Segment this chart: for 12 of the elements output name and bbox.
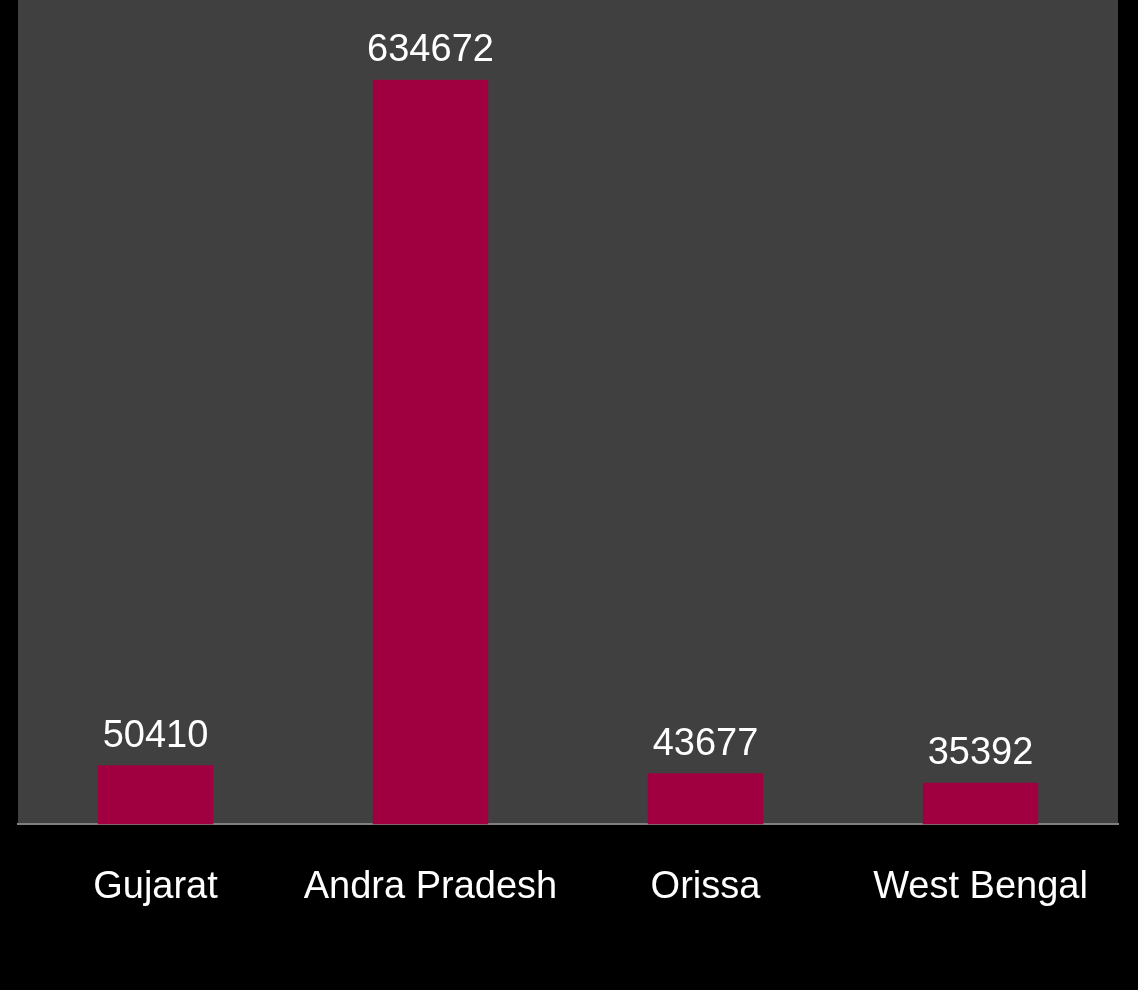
data-label: 43677 — [652, 720, 759, 763]
x-tick-label: Orissa — [650, 863, 762, 906]
data-label: 35392 — [927, 730, 1034, 773]
bar — [97, 765, 214, 825]
data-label: 50410 — [102, 712, 209, 755]
bar — [372, 79, 489, 825]
data-label: 634672 — [367, 27, 494, 70]
bar — [647, 773, 764, 825]
x-tick-label: Gujarat — [93, 863, 219, 906]
x-tick-label: Andra Pradesh — [303, 863, 558, 906]
x-tick-label: West Bengal — [873, 863, 1088, 906]
bar — [922, 782, 1039, 825]
